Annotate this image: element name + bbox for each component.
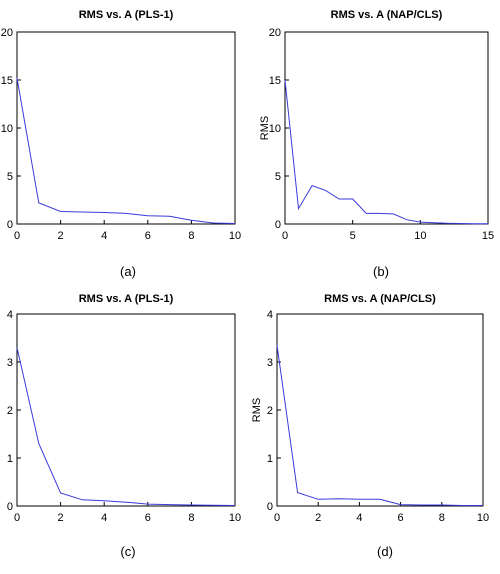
chart-title: RMS vs. A (PLS-1) <box>79 9 174 21</box>
x-tick-label: 0 <box>274 512 280 524</box>
y-axis-label: RMS <box>0 398 3 422</box>
x-tick-label: 8 <box>188 230 194 242</box>
x-tick-label: 4 <box>101 512 107 524</box>
x-tick-label: 10 <box>477 512 489 524</box>
y-tick-label: 15 <box>269 75 281 87</box>
plot-frame <box>16 31 236 225</box>
plot-frame <box>16 313 236 507</box>
chart-title: RMS vs. A (NAP/CLS) <box>324 293 436 305</box>
panel-caption: (b) <box>373 264 389 279</box>
x-tick-label: 4 <box>101 230 107 242</box>
series-line <box>16 347 236 506</box>
y-tick-label: 0 <box>7 219 13 231</box>
x-tick-label: 8 <box>439 512 445 524</box>
y-tick-label: 3 <box>267 357 273 369</box>
y-tick-label: 4 <box>7 309 13 321</box>
x-tick-label: 6 <box>145 230 151 242</box>
y-tick-label: 20 <box>269 27 281 39</box>
series-line <box>16 78 236 224</box>
chart-title: RMS vs. A (PLS-1) <box>79 293 174 305</box>
y-tick-label: 2 <box>7 405 13 417</box>
x-tick-label: 2 <box>315 512 321 524</box>
x-tick-label: 0 <box>14 230 20 242</box>
series-line <box>284 79 489 225</box>
panel-caption: (d) <box>377 544 393 559</box>
y-tick-label: 10 <box>269 123 281 135</box>
plot-frame <box>276 313 484 507</box>
x-tick-label: 10 <box>229 230 241 242</box>
x-tick-label: 10 <box>414 230 426 242</box>
y-tick-label: 2 <box>267 405 273 417</box>
y-tick-label: 5 <box>7 171 13 183</box>
chart-b: RMS vs. A (NAP/CLS) 0 5 10 15 20 0 5 10 15 RMS (b) <box>259 9 494 279</box>
y-tick-label: 20 <box>1 27 13 39</box>
y-axis-label: RMS <box>251 398 263 422</box>
x-tick-label: 0 <box>14 512 20 524</box>
x-tick-label: 6 <box>145 512 151 524</box>
panel-caption: (a) <box>120 264 136 279</box>
chart-title: RMS vs. A (NAP/CLS) <box>331 9 443 21</box>
y-tick-label: 4 <box>267 309 273 321</box>
x-tick-label: 6 <box>398 512 404 524</box>
x-tick-label: 4 <box>356 512 362 524</box>
x-tick-label: 2 <box>58 230 64 242</box>
chart-c: RMS vs. A (PLS-1) 0 1 2 3 4 0 2 4 6 8 10 RMS (c) <box>0 293 241 559</box>
panel-caption: (c) <box>120 544 135 559</box>
y-tick-label: 0 <box>275 219 281 231</box>
x-tick-label: 8 <box>188 512 194 524</box>
y-tick-label: 1 <box>7 453 13 465</box>
y-tick-label: 10 <box>1 123 13 135</box>
y-tick-label: 1 <box>267 453 273 465</box>
x-tick-label: 15 <box>482 230 494 242</box>
x-tick-label: 2 <box>58 512 64 524</box>
y-tick-label: 15 <box>1 75 13 87</box>
y-tick-label: 3 <box>7 357 13 369</box>
x-tick-label: 0 <box>282 230 288 242</box>
x-tick-label: 10 <box>229 512 241 524</box>
chart-d: RMS vs. A (NAP/CLS) 0 1 2 3 4 0 2 4 6 8 10 RMS (d) <box>251 293 489 559</box>
plot-frame <box>284 31 489 225</box>
x-tick-label: 5 <box>350 230 356 242</box>
y-axis-label: RMS <box>259 116 271 140</box>
y-axis-label: RMS <box>0 116 3 140</box>
y-tick-label: 5 <box>275 171 281 183</box>
y-tick-label: 0 <box>267 501 273 513</box>
series-line <box>276 345 483 506</box>
y-tick-label: 0 <box>7 501 13 513</box>
